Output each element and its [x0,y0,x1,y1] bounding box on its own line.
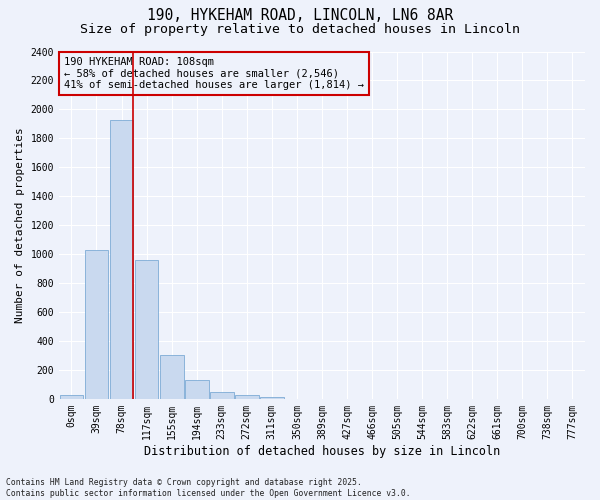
Text: 190 HYKEHAM ROAD: 108sqm
← 58% of detached houses are smaller (2,546)
41% of sem: 190 HYKEHAM ROAD: 108sqm ← 58% of detach… [64,56,364,90]
Bar [59,395,83,399]
Bar [110,120,133,399]
Bar [210,392,233,399]
Bar [160,356,184,399]
Bar [85,250,109,399]
Bar [260,398,284,399]
Text: 190, HYKEHAM ROAD, LINCOLN, LN6 8AR: 190, HYKEHAM ROAD, LINCOLN, LN6 8AR [147,8,453,22]
Bar [235,395,259,399]
Y-axis label: Number of detached properties: Number of detached properties [15,128,25,323]
Bar [185,380,209,399]
X-axis label: Distribution of detached houses by size in Lincoln: Distribution of detached houses by size … [144,444,500,458]
Bar [134,260,158,399]
Text: Contains HM Land Registry data © Crown copyright and database right 2025.
Contai: Contains HM Land Registry data © Crown c… [6,478,410,498]
Text: Size of property relative to detached houses in Lincoln: Size of property relative to detached ho… [80,22,520,36]
